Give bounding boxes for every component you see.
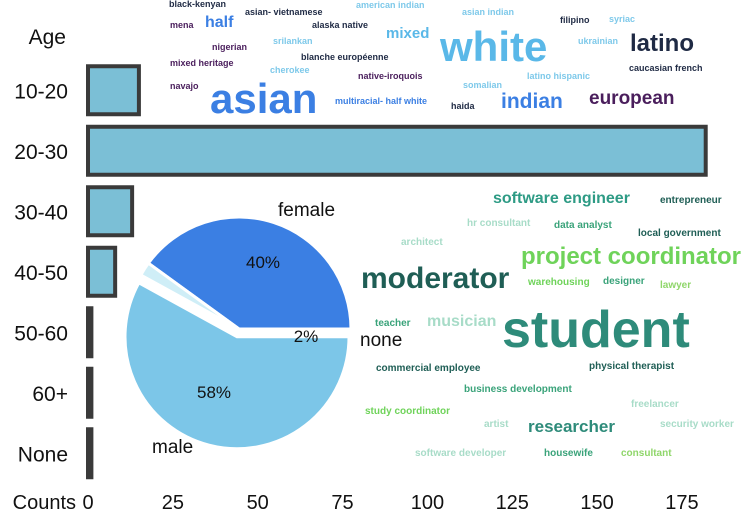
ethnicity-word: syriac	[609, 14, 636, 24]
pie-percent-label: 40%	[246, 253, 280, 272]
ethnicity-word: alaska native	[312, 20, 369, 30]
ethnicity-word: latino hispanic	[527, 71, 591, 81]
bar-20-30	[86, 124, 708, 177]
occupation-word: study coordinator	[365, 406, 451, 417]
ethnicity-word: asian	[210, 75, 318, 122]
occupation-word: freelancer	[631, 399, 679, 410]
pie-slice-male	[123, 280, 351, 451]
ethnicity-word: asian indian	[462, 7, 515, 17]
occupation-word: moderator	[361, 262, 510, 295]
category-axis-title: Age	[29, 26, 66, 49]
occupation-word: project coordinator	[521, 243, 742, 270]
occupation-word: consultant	[621, 448, 672, 459]
ethnicity-word: latino	[630, 30, 694, 57]
x-tick-label: 25	[162, 492, 184, 514]
ethnicity-word: blanche européenne	[301, 52, 389, 62]
category-label: 40-50	[14, 262, 68, 285]
x-tick-label: 50	[247, 492, 269, 514]
pie-slice-none	[138, 261, 240, 331]
occupation-word: software developer	[415, 448, 507, 459]
occupation-word: musician	[427, 313, 497, 330]
occupation-word: housewife	[544, 448, 593, 459]
ethnicity-word: filipino	[560, 15, 590, 25]
ethnicity-word: white	[440, 23, 548, 70]
ethnicity-word: srilankan	[273, 36, 313, 46]
occupation-word: architect	[401, 237, 443, 248]
ethnicity-word: navajo	[170, 81, 199, 91]
ethnicity-word: indian	[501, 90, 563, 113]
ethnicity-word: american indian	[356, 0, 425, 10]
occupation-word: hr consultant	[467, 218, 531, 229]
ethnicity-word: haida	[451, 101, 475, 111]
category-label: 60+	[32, 383, 68, 406]
x-tick-label: 75	[331, 492, 353, 514]
ethnicity-word: mena	[170, 20, 194, 30]
occupation-word: business development	[464, 384, 572, 395]
x-tick-label: 150	[580, 492, 613, 514]
occupation-word: lawyer	[660, 280, 692, 291]
ethnicity-word: mixed heritage	[170, 58, 234, 68]
occupation-word: local government	[638, 228, 721, 239]
category-label: 50-60	[14, 322, 68, 345]
occupation-word: entrepreneur	[660, 195, 722, 206]
pie-percent-label: 2%	[294, 327, 319, 346]
ethnicity-word: cherokee	[270, 65, 310, 75]
occupation-word: data analyst	[554, 220, 612, 231]
ethnicity-word: nigerian	[212, 42, 248, 52]
ethnicity-word: half	[205, 14, 234, 31]
ethnicity-word: caucasian french	[629, 63, 703, 73]
x-tick-label: 100	[411, 492, 444, 514]
ethnicity-word: mixed	[386, 25, 430, 42]
bar-30-40	[86, 185, 135, 238]
occupation-word: designer	[603, 276, 645, 287]
pie-percent-label: 58%	[197, 383, 231, 402]
pie-slice-female	[146, 215, 353, 331]
bar-50-60	[86, 306, 94, 359]
occupation-word: commercial employee	[376, 363, 481, 374]
category-label: 20-30	[14, 141, 68, 164]
occupation-word: security worker	[660, 419, 734, 430]
x-tick-label: 125	[496, 492, 529, 514]
ethnicity-word: native-iroquois	[358, 71, 423, 81]
ethnicity-word: ukrainian	[578, 36, 619, 46]
bar-10-20	[86, 64, 141, 117]
value-axis-title: Counts	[13, 492, 76, 514]
occupation-word: warehousing	[528, 277, 590, 288]
bar-60+	[86, 366, 94, 419]
occupation-word: teacher	[375, 318, 411, 329]
ethnicity-word: asian- vietnamese	[245, 7, 323, 17]
category-label: 10-20	[14, 80, 68, 103]
pie-category-label: female	[278, 200, 335, 221]
bar-None	[86, 427, 94, 480]
x-tick-label: 175	[665, 492, 698, 514]
ethnicity-word: multiracial- half white	[335, 96, 428, 106]
pie-category-label: none	[360, 330, 402, 351]
occupation-word: software engineer	[493, 190, 630, 207]
category-label: 30-40	[14, 201, 68, 224]
ethnicity-word: somalian	[463, 80, 503, 90]
occupation-word: student	[502, 301, 690, 359]
ethnicity-word: european	[589, 88, 675, 109]
pie-category-label: male	[152, 437, 193, 458]
bar-40-50	[86, 245, 118, 298]
occupation-word: physical therapist	[589, 361, 675, 372]
x-tick-label: 0	[82, 492, 93, 514]
occupation-word: artist	[484, 419, 509, 430]
ethnicity-word: black-kenyan	[169, 0, 227, 9]
category-label: None	[18, 443, 68, 466]
occupation-word: researcher	[528, 417, 615, 436]
